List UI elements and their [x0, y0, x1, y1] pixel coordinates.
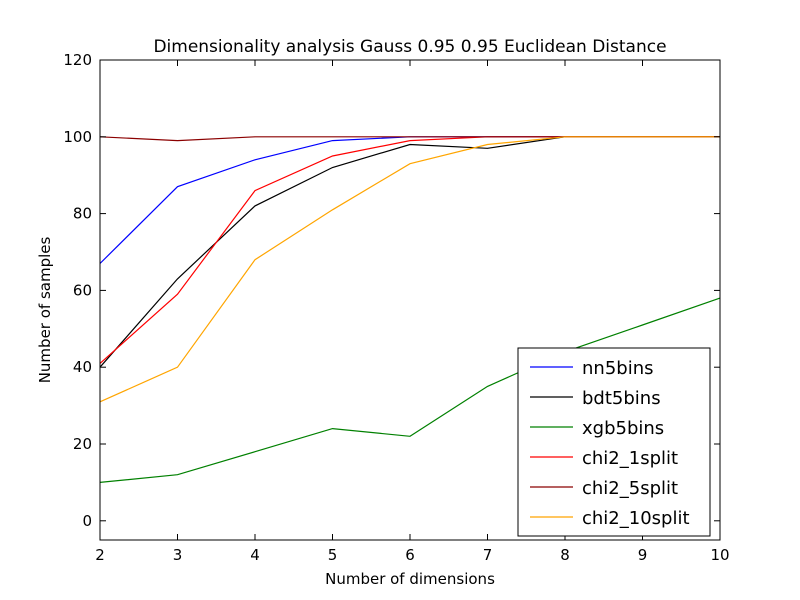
x-tick-label: 2	[95, 546, 105, 564]
legend-label: chi2_5split	[582, 478, 678, 499]
series-layer	[99, 136, 721, 483]
y-tick-label: 120	[63, 51, 92, 69]
legend-label: nn5bins	[582, 358, 653, 379]
x-tick-label: 10	[710, 546, 729, 564]
plot-frame	[99, 59, 721, 541]
y-tick-label: 80	[73, 205, 92, 223]
x-tick-label: 3	[173, 546, 183, 564]
chart-title: Dimensionality analysis Gauss 0.95 0.95 …	[153, 37, 666, 57]
x-tick-label: 8	[560, 546, 570, 564]
legend-label: chi2_1split	[582, 448, 678, 469]
x-tick-label: 7	[483, 546, 493, 564]
series-line-bdt5bins	[99, 136, 720, 368]
y-tick-label: 20	[73, 435, 92, 453]
x-tick-label: 5	[328, 546, 338, 564]
legend-label: chi2_10split	[582, 508, 690, 529]
legend: nn5bins bdt5bins xgb5bins chi2_1split chi2_5…	[517, 347, 711, 537]
y-tick-label: 0	[82, 512, 92, 530]
legend-label: xgb5bins	[582, 418, 664, 439]
y-tick-label: 60	[73, 281, 92, 299]
y-axis-label: Number of samples	[36, 237, 54, 384]
legend-label: bdt5bins	[582, 388, 661, 409]
y-tick-label: 40	[73, 358, 92, 376]
series-line-nn5bins	[99, 136, 720, 264]
x-tick-label: 4	[250, 546, 260, 564]
y-tick-label: 100	[63, 128, 92, 146]
x-tick-label: 6	[405, 546, 415, 564]
series-line-chi2-1split	[99, 136, 720, 364]
x-tick-label: 9	[638, 546, 648, 564]
legend-frame	[517, 347, 711, 537]
series-line-xgb5bins	[99, 297, 721, 483]
x-axis-label: Number of dimensions	[325, 570, 495, 588]
series-line-chi2-10split	[99, 136, 720, 403]
